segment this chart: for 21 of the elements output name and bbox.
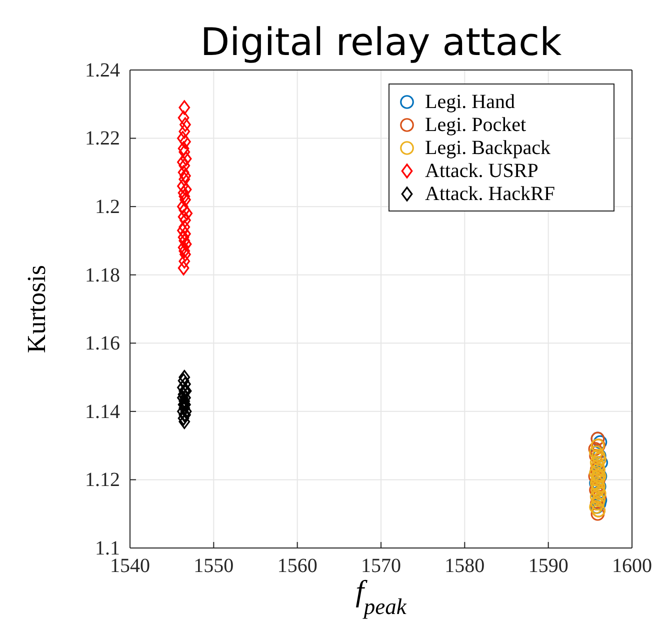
x-tick-label: 1580 (444, 555, 485, 578)
y-tick-label: 1.24 (85, 59, 120, 82)
legend-label: Legi. Hand (425, 91, 515, 113)
y-tick-label: 1.14 (85, 400, 120, 423)
y-tick-label: 1.12 (85, 469, 120, 492)
y-tick-label: 1.22 (85, 128, 120, 150)
legend-label: Attack. HackRF (425, 183, 555, 205)
x-tick-label: 1600 (612, 555, 652, 578)
y-tick-label: 1.2 (95, 196, 120, 218)
legend-label: Attack. USRP (425, 160, 538, 182)
chart-title: Digital relay attack (200, 20, 562, 64)
y-axis-title: Kurtosis (22, 264, 51, 354)
y-tick-label: 1.16 (85, 332, 120, 355)
x-tick-label: 1590 (528, 555, 568, 578)
x-tick-label: 1570 (361, 555, 401, 578)
legend-label: Legi. Pocket (425, 114, 527, 136)
y-tick-label: 1.18 (85, 264, 120, 286)
x-axis-title: f$_{peak}$ (356, 575, 408, 618)
legend-label: Legi. Backpack (425, 137, 550, 159)
x-tick-label: 1560 (277, 555, 318, 578)
x-tick-label: 1550 (194, 555, 234, 578)
